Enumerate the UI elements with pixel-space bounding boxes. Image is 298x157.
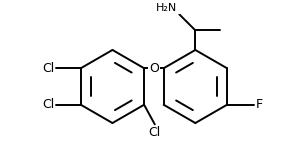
Text: Cl: Cl <box>149 126 161 139</box>
Text: F: F <box>255 98 263 111</box>
Text: O: O <box>149 62 159 75</box>
Text: Cl: Cl <box>42 62 54 75</box>
Text: Cl: Cl <box>42 98 54 111</box>
Text: H₂N: H₂N <box>156 3 178 13</box>
